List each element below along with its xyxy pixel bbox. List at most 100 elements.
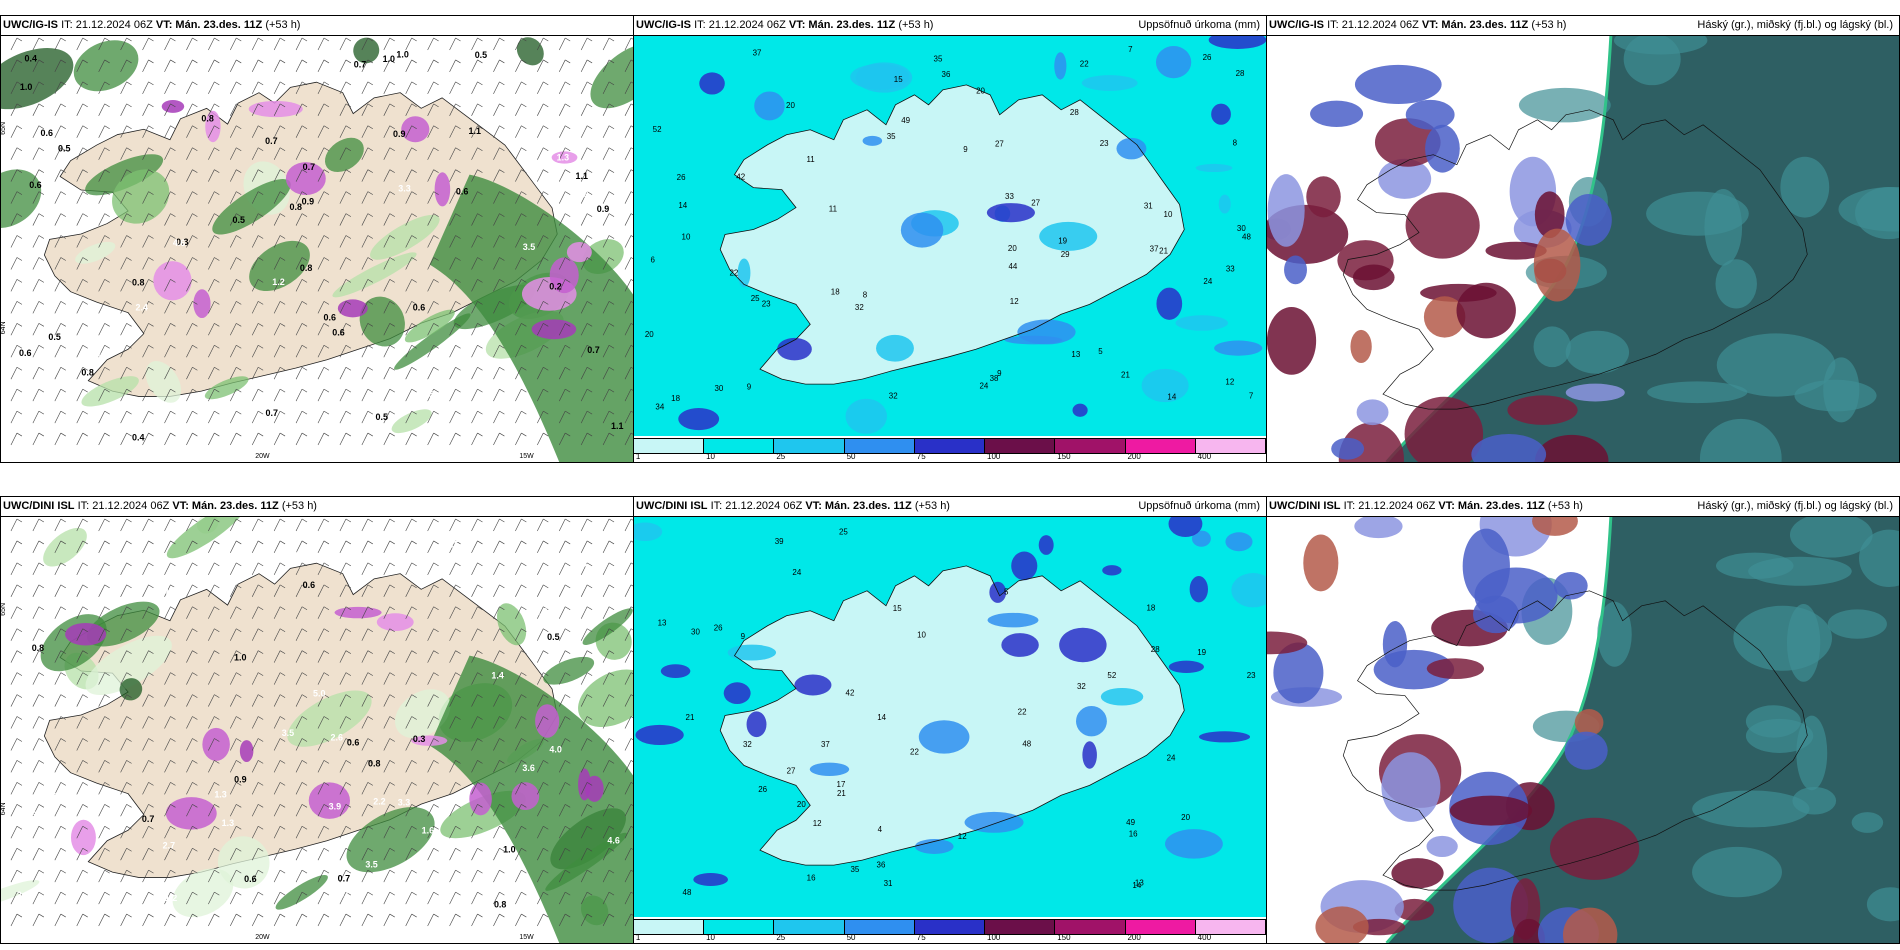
wind-barb xyxy=(164,672,176,685)
wind-barb xyxy=(142,913,154,927)
legend-tick: 100 xyxy=(987,933,1001,942)
wind-barb xyxy=(339,59,352,73)
wind-barb xyxy=(98,804,110,817)
wind-barb xyxy=(230,432,242,446)
wind-barb xyxy=(273,345,286,358)
high-cloud-patch xyxy=(1533,228,1581,302)
wind-barb xyxy=(54,366,66,380)
wind-barb xyxy=(273,518,286,532)
wind-barb xyxy=(208,694,220,707)
precip-patch xyxy=(85,635,172,696)
panel-wind-precip-dini: UWC/DINI ISL IT: 21.12.2024 06Z VT: Mán.… xyxy=(0,496,634,944)
wind-barb xyxy=(339,235,352,248)
wind-barb xyxy=(76,323,88,336)
panel-clouds-dini: UWC/DINI ISL IT: 21.12.2024 06Z VT: Mán.… xyxy=(1266,496,1900,944)
wind-barb xyxy=(493,782,505,795)
wind-barb xyxy=(317,169,330,182)
wind-barb xyxy=(602,191,615,204)
low-cloud-patch xyxy=(1533,326,1571,368)
wind-barb xyxy=(602,410,615,424)
wind-barb xyxy=(317,606,330,619)
wind-barb xyxy=(558,584,571,597)
wind-barb xyxy=(405,169,417,182)
wind-barb xyxy=(10,869,23,883)
wind-barb xyxy=(251,804,264,817)
accum-patch xyxy=(794,674,832,696)
wind-barb xyxy=(537,103,549,116)
wind-barb xyxy=(558,125,571,138)
iceland-outline xyxy=(719,84,1185,385)
accum-patch xyxy=(678,407,720,431)
accum-value: 20 xyxy=(1181,813,1190,822)
wind-barb xyxy=(230,103,242,116)
wind-barb xyxy=(493,716,505,729)
wind-barb xyxy=(383,804,395,817)
wind-barb xyxy=(405,782,417,795)
accum-patch xyxy=(1082,741,1097,769)
wind-barb xyxy=(602,716,615,729)
wind-barb xyxy=(405,37,417,51)
wind-barb xyxy=(558,81,571,94)
wind-barb xyxy=(383,738,395,751)
wind-barb xyxy=(515,826,527,839)
high-cloud-patch xyxy=(1331,437,1365,460)
wind-barb xyxy=(251,279,264,292)
wind-barb xyxy=(339,169,352,182)
wind-barb xyxy=(76,388,88,402)
wind-barb xyxy=(361,301,373,314)
accum-value: 44 xyxy=(1009,262,1018,271)
wind-barb xyxy=(361,279,373,292)
accum-value: 24 xyxy=(792,568,801,577)
wind-barb xyxy=(230,147,242,160)
wind-barb xyxy=(383,826,395,839)
wind-barb xyxy=(427,628,439,641)
heavy-precip-patch xyxy=(549,257,579,294)
wind-barb xyxy=(273,37,286,51)
wind-barb xyxy=(76,191,88,204)
wind-barb xyxy=(186,388,198,402)
wind-barb xyxy=(120,716,132,729)
wind-barb xyxy=(164,301,176,314)
wind-barb xyxy=(361,847,373,861)
wind-barb xyxy=(449,672,461,685)
wind-barb xyxy=(493,869,505,883)
wind-barb xyxy=(449,694,461,707)
wind-barb xyxy=(295,804,308,817)
wind-barb xyxy=(295,81,308,94)
wind-barb xyxy=(54,235,66,248)
wind-barb xyxy=(10,584,23,597)
wind-barb xyxy=(186,518,198,532)
wind-barb xyxy=(361,125,373,138)
wind-barb xyxy=(32,518,45,532)
wind-barb xyxy=(624,584,633,597)
accum-patch xyxy=(1211,103,1231,125)
wind-barb xyxy=(10,782,23,795)
wind-barb xyxy=(273,388,286,402)
wind-barb xyxy=(602,388,615,402)
wind-barb xyxy=(142,694,154,707)
wind-barb xyxy=(317,301,330,314)
accum-value: 32 xyxy=(1077,682,1086,691)
wind-barb xyxy=(208,103,220,116)
wind-barb xyxy=(98,37,110,51)
wind-barb xyxy=(54,913,66,927)
heavy-precip-patch xyxy=(376,613,414,632)
wind-barb xyxy=(493,432,505,446)
wind-barb xyxy=(10,81,23,94)
wind-barb xyxy=(54,562,66,575)
precip-value: 0.6 xyxy=(347,737,359,747)
precip-patch xyxy=(395,689,451,739)
wind-barb xyxy=(317,716,330,729)
wind-barb xyxy=(54,279,66,292)
heavy-precip-patch xyxy=(337,299,368,318)
wind-barb xyxy=(449,366,461,380)
wind-barb xyxy=(317,345,330,358)
legend-tick: 100 xyxy=(987,452,1001,461)
wind-barb xyxy=(471,672,483,685)
wind-barb xyxy=(142,366,154,380)
wind-barb xyxy=(361,518,373,532)
wind-barb xyxy=(339,584,352,597)
precip-value: 0.9 xyxy=(597,204,609,214)
wind-barb xyxy=(624,628,633,641)
wind-barb xyxy=(339,301,352,314)
